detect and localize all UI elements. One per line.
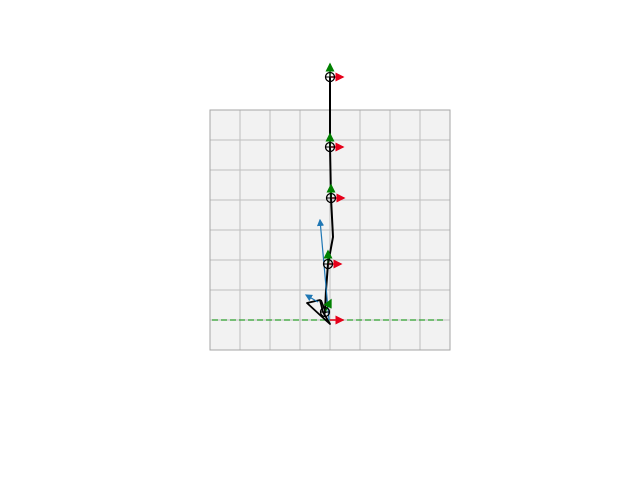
joint-frame-5 — [319, 298, 345, 325]
joint-5-y-axis — [323, 298, 332, 313]
force-vector-foot — [304, 294, 319, 303]
joint-frame-1 — [324, 62, 345, 83]
joint-frame-4 — [322, 249, 343, 270]
joint-frame-2 — [324, 132, 345, 153]
joint-frame-3 — [325, 183, 346, 204]
skeleton-foot — [306, 299, 331, 325]
